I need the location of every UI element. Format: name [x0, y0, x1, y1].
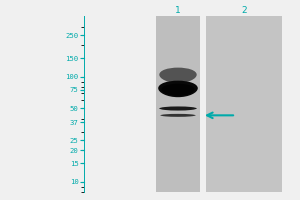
Ellipse shape	[159, 68, 197, 83]
Ellipse shape	[161, 84, 194, 96]
Bar	[206, 16, 282, 192]
Ellipse shape	[160, 114, 196, 117]
Ellipse shape	[159, 106, 197, 111]
Ellipse shape	[158, 81, 198, 97]
Bar	[156, 16, 200, 192]
